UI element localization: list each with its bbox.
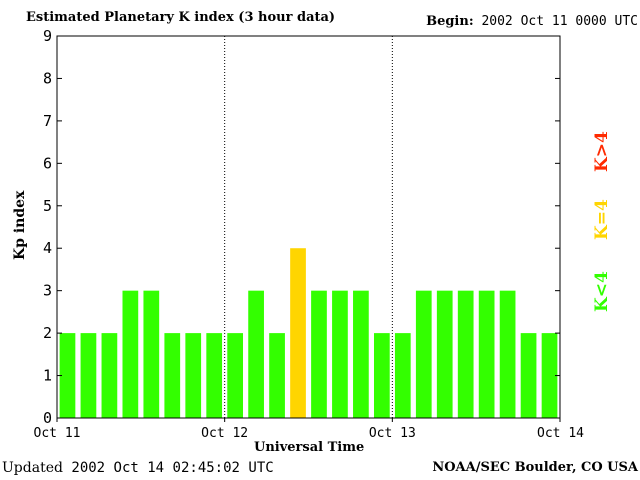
y-axis-label: Kp index bbox=[12, 190, 28, 260]
x-axis-label: Universal Time bbox=[254, 440, 365, 455]
y-tick-label: 9 bbox=[43, 27, 52, 45]
x-tick-label: Oct 13 bbox=[369, 426, 416, 441]
source-credit: NOAA/SEC Boulder, CO USA bbox=[432, 460, 638, 475]
begin-time: Begin: 2002 Oct 11 0000 UTC bbox=[426, 14, 638, 29]
kp-bar bbox=[499, 290, 516, 418]
kp-bar bbox=[143, 290, 160, 418]
kp-bar bbox=[269, 333, 285, 418]
kp-bar bbox=[185, 333, 202, 418]
kp-bar bbox=[373, 333, 390, 418]
legend-k-equal-4: K=4 bbox=[592, 199, 612, 240]
y-tick-label: 8 bbox=[43, 69, 52, 87]
x-tick-label: Oct 11 bbox=[34, 426, 81, 441]
x-axis-ticks: Oct 11 Oct 12 Oct 13 Oct 14 bbox=[34, 418, 584, 441]
y-tick-label: 5 bbox=[43, 197, 52, 215]
kp-bar bbox=[311, 290, 327, 418]
day-separators bbox=[224, 36, 393, 418]
kp-bar bbox=[59, 333, 76, 418]
y-tick-label: 3 bbox=[43, 282, 52, 300]
y-tick-label: 2 bbox=[43, 324, 52, 342]
kp-bar bbox=[227, 333, 244, 418]
y-tick-label: 1 bbox=[43, 367, 52, 385]
kp-bar bbox=[353, 290, 369, 418]
y-tick-label: 0 bbox=[43, 409, 52, 427]
legend-k-less-4: K<4 bbox=[592, 271, 612, 312]
kp-bar bbox=[164, 333, 181, 418]
kp-bar bbox=[101, 333, 118, 418]
kp-bar bbox=[457, 290, 474, 418]
begin-label: Begin: bbox=[426, 14, 474, 29]
kp-bar bbox=[436, 290, 453, 418]
plot-frame bbox=[56, 35, 561, 419]
y-tick-label: 6 bbox=[43, 154, 52, 172]
bars-group bbox=[59, 248, 558, 418]
begin-value: 2002 Oct 11 0000 UTC bbox=[481, 14, 638, 29]
chart-title: Estimated Planetary K index (3 hour data… bbox=[26, 10, 336, 25]
kp-bar bbox=[206, 333, 223, 418]
y-tick-label: 7 bbox=[43, 112, 52, 130]
kp-bar bbox=[415, 290, 432, 418]
kp-bar bbox=[122, 290, 139, 418]
kp-bar bbox=[332, 290, 348, 418]
kp-bar bbox=[541, 333, 558, 418]
kp-bar bbox=[290, 248, 306, 418]
kp-bar bbox=[478, 290, 495, 418]
x-tick-label: Oct 12 bbox=[201, 426, 248, 441]
legend-k-greater-4: K>4 bbox=[592, 131, 612, 172]
kp-bar bbox=[520, 333, 537, 418]
x-tick-label: Oct 14 bbox=[537, 426, 584, 441]
kp-bar bbox=[80, 333, 97, 418]
kp-bar bbox=[248, 290, 264, 418]
y-axis-ticks: 0 1 2 3 4 5 6 7 8 9 bbox=[43, 27, 560, 427]
kp-bar bbox=[394, 333, 411, 418]
updated-value: 2002 Oct 14 02:45:02 UTC bbox=[71, 460, 274, 476]
y-tick-label: 4 bbox=[43, 239, 52, 257]
updated-timestamp: Updated 2002 Oct 14 02:45:02 UTC bbox=[2, 460, 274, 476]
updated-label: Updated bbox=[2, 460, 63, 476]
